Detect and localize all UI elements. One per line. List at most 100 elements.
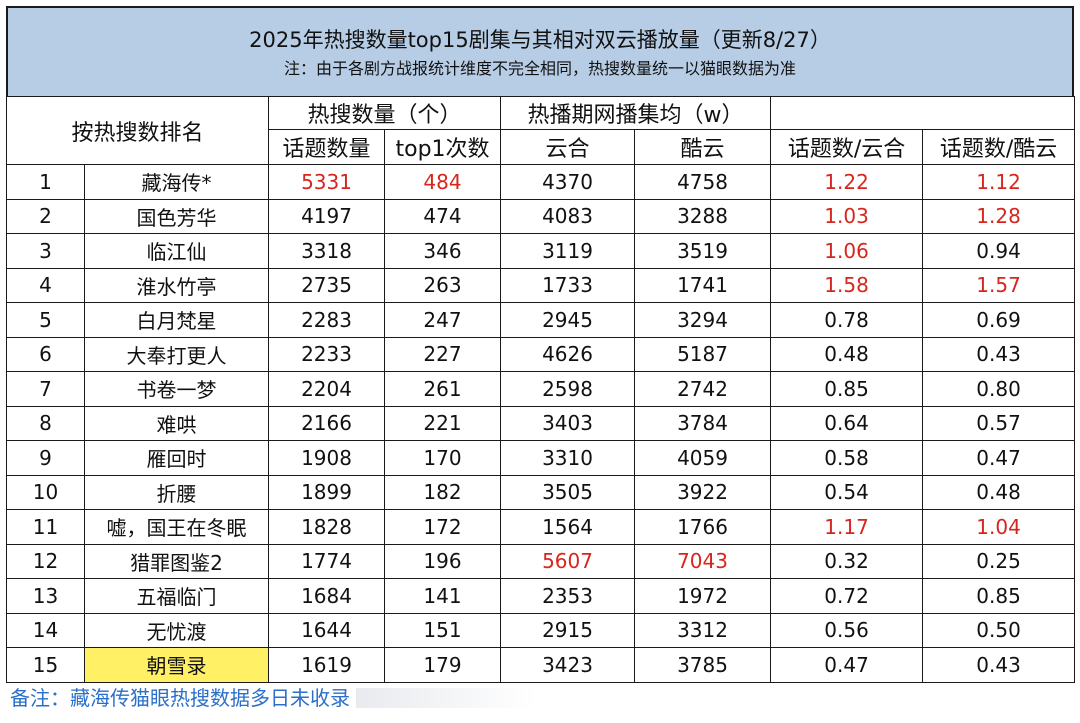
cell-rank: 15 [6,647,85,683]
table-row: 4 淮水竹亭 2735 263 1733 1741 1.58 1.57 [6,267,1076,303]
footnote-text: 备注：藏海传猫眼热搜数据多日未收录 [10,686,350,710]
cell-ratio-kuyun: 0.94 [922,233,1076,269]
cell-kuyun: 3294 [634,302,772,338]
cell-topic-count: 2204 [268,371,386,407]
cell-topic-count: 2166 [268,405,386,441]
cell-rank: 10 [6,474,85,510]
cell-drama-name: 淮水竹亭 [83,267,270,303]
cell-kuyun: 3784 [634,405,772,441]
cell-drama-name: 折腰 [83,474,270,510]
cell-kuyun: 4059 [634,440,772,476]
cell-drama-name: 书卷一梦 [83,371,270,407]
cell-ratio-yunhe: 0.48 [770,336,924,372]
cell-kuyun: 3922 [634,474,772,510]
cell-ratio-yunhe: 0.56 [770,612,924,648]
cell-rank: 6 [6,336,85,372]
cell-topic-count: 1899 [268,474,386,510]
cell-top1-times: 182 [384,474,502,510]
cell-rank: 13 [6,578,85,614]
cell-topic-count: 3318 [268,233,386,269]
cell-top1-times: 141 [384,578,502,614]
cell-top1-times: 346 [384,233,502,269]
cell-topic-count: 1684 [268,578,386,614]
cell-rank: 12 [6,543,85,579]
cell-kuyun: 7043 [634,543,772,579]
cell-ratio-yunhe: 1.58 [770,267,924,303]
cell-ratio-yunhe: 0.85 [770,371,924,407]
cell-ratio-kuyun: 1.57 [922,267,1076,303]
cell-ratio-yunhe: 0.58 [770,440,924,476]
cell-topic-count: 1774 [268,543,386,579]
cell-drama-name: 临江仙 [83,233,270,269]
cell-top1-times: 179 [384,647,502,683]
header-ratio-kuyun: 话题数/酷云 [922,129,1076,165]
cell-kuyun: 2742 [634,371,772,407]
cell-top1-times: 151 [384,612,502,648]
cell-top1-times: 227 [384,336,502,372]
cell-rank: 9 [6,440,85,476]
cell-rank: 4 [6,267,85,303]
table-row: 12 猎罪图鉴2 1774 196 5607 7043 0.32 0.25 [6,543,1076,579]
cell-ratio-kuyun: 1.28 [922,198,1076,234]
cell-ratio-yunhe: 0.64 [770,405,924,441]
cell-ratio-yunhe: 1.03 [770,198,924,234]
footnote-faded-overlay [356,688,536,708]
cell-ratio-yunhe: 0.32 [770,543,924,579]
cell-topic-count: 2735 [268,267,386,303]
cell-yunhe: 3119 [500,233,636,269]
cell-yunhe: 2945 [500,302,636,338]
cell-yunhe: 5607 [500,543,636,579]
cell-rank: 8 [6,405,85,441]
cell-yunhe: 4370 [500,164,636,200]
cell-drama-name: 猎罪图鉴2 [83,543,270,579]
cell-ratio-kuyun: 0.69 [922,302,1076,338]
table-row: 2 国色芳华 4197 474 4083 3288 1.03 1.28 [6,198,1076,234]
cell-rank: 3 [6,233,85,269]
cell-kuyun: 3288 [634,198,772,234]
cell-top1-times: 484 [384,164,502,200]
cell-ratio-kuyun: 0.47 [922,440,1076,476]
cell-ratio-yunhe: 0.54 [770,474,924,510]
cell-kuyun: 1972 [634,578,772,614]
cell-rank: 14 [6,612,85,648]
table-row: 10 折腰 1899 182 3505 3922 0.54 0.48 [6,474,1076,510]
cell-ratio-kuyun: 0.48 [922,474,1076,510]
cell-yunhe: 2353 [500,578,636,614]
cell-ratio-kuyun: 0.25 [922,543,1076,579]
table-body: 1 藏海传* 5331 484 4370 4758 1.22 1.12 2 国色芳华 4197 474… [6,164,1076,683]
cell-yunhe: 4083 [500,198,636,234]
hot-search-table: 按热搜数排名 热搜数量（个） 热播期网播集均（w） 话题数量 top1次数 云合… [5,96,1076,683]
table-row: 7 书卷一梦 2204 261 2598 2742 0.85 0.80 [6,371,1076,407]
cell-kuyun: 5187 [634,336,772,372]
cell-drama-name: 无忧渡 [83,612,270,648]
cell-top1-times: 172 [384,509,502,545]
cell-kuyun: 3519 [634,233,772,269]
cell-drama-name: 大奉打更人 [83,336,270,372]
table-row: 15 朝雪录 1619 179 3423 3785 0.47 0.43 [6,647,1076,683]
cell-topic-count: 1908 [268,440,386,476]
cell-kuyun: 1741 [634,267,772,303]
cell-top1-times: 221 [384,405,502,441]
cell-yunhe: 3505 [500,474,636,510]
header-rank-by: 按热搜数排名 [5,96,270,165]
table-row: 6 大奉打更人 2233 227 4626 5187 0.48 0.43 [6,336,1076,372]
cell-top1-times: 263 [384,267,502,303]
cell-ratio-kuyun: 0.57 [922,405,1076,441]
cell-kuyun: 3785 [634,647,772,683]
table-row: 1 藏海传* 5331 484 4370 4758 1.22 1.12 [6,164,1076,200]
cell-topic-count: 4197 [268,198,386,234]
table-row: 11 嘘，国王在冬眠 1828 172 1564 1766 1.17 1.04 [6,509,1076,545]
cell-ratio-kuyun: 1.12 [922,164,1076,200]
cell-topic-count: 1828 [268,509,386,545]
cell-topic-count: 2233 [268,336,386,372]
cell-yunhe: 4626 [500,336,636,372]
header-kuyun: 酷云 [634,129,772,165]
cell-drama-name: 藏海传* [83,164,270,200]
header-topic-count: 话题数量 [268,129,386,165]
table-row: 3 临江仙 3318 346 3119 3519 1.06 0.94 [6,233,1076,269]
cell-drama-name: 五福临门 [83,578,270,614]
cell-yunhe: 3310 [500,440,636,476]
table-row: 8 难哄 2166 221 3403 3784 0.64 0.57 [6,405,1076,441]
cell-drama-name: 朝雪录 [83,647,270,683]
table-title: 2025年热搜数量top15剧集与其相对双云播放量（更新8/27） [249,28,831,52]
